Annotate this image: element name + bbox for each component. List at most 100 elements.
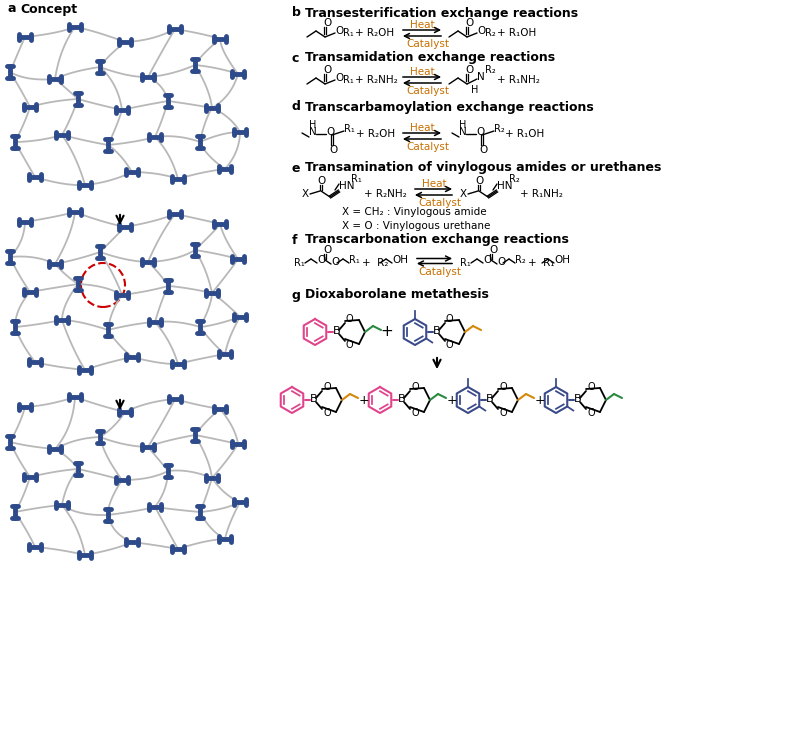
Text: H: H [309,120,316,130]
Text: OH: OH [392,255,408,265]
Text: O: O [323,245,332,255]
Text: +  R₂: + R₂ [362,258,388,268]
Text: N: N [477,72,485,82]
Text: R₁: R₁ [460,258,471,268]
Text: R₁: R₁ [349,255,360,265]
Text: Catalyst: Catalyst [418,198,461,208]
Text: O: O [335,73,344,83]
Text: O: O [446,314,453,324]
Text: +: + [359,394,369,406]
Text: O: O [317,176,325,186]
Text: Catalyst: Catalyst [406,142,449,152]
Text: B: B [310,394,318,404]
Text: X = O : Vinylogous urethane: X = O : Vinylogous urethane [342,221,490,231]
Text: B: B [486,394,493,404]
Text: HN: HN [339,181,355,191]
Text: N: N [309,127,316,137]
Text: +  R₁: + R₁ [528,258,554,268]
Text: B: B [333,326,340,336]
Text: O: O [587,408,594,418]
Text: N: N [459,127,467,137]
Text: B: B [574,394,582,404]
Text: O: O [483,255,491,265]
Text: O: O [346,340,353,350]
Text: R₂: R₂ [485,65,496,75]
Text: + R₂OH: + R₂OH [356,129,395,139]
Text: Transamidation exchange reactions: Transamidation exchange reactions [305,52,555,64]
Text: R₁: R₁ [343,75,354,85]
Text: O: O [499,408,506,418]
Text: Catalyst: Catalyst [418,267,461,277]
Text: O: O [587,382,594,392]
Text: Concept: Concept [20,2,77,16]
Text: f: f [292,233,297,247]
Text: O: O [317,255,325,265]
Text: Heat: Heat [410,67,435,77]
Text: R₁: R₁ [294,258,304,268]
Text: O: O [475,176,483,186]
Text: O: O [323,18,332,28]
Text: X: X [302,189,309,199]
Text: +: + [535,394,545,406]
Text: H: H [471,85,478,95]
Text: X: X [460,189,467,199]
Text: X = CH₂ : Vinylogous amide: X = CH₂ : Vinylogous amide [342,207,487,217]
Text: O: O [479,145,487,155]
Text: + R₂NH₂: + R₂NH₂ [364,189,407,199]
Text: b: b [292,7,301,20]
Text: O: O [329,145,337,155]
Text: O: O [323,65,332,75]
Text: g: g [292,289,301,302]
Text: HN: HN [497,181,513,191]
Text: +: + [447,394,457,406]
Text: Heat: Heat [422,179,447,189]
Text: O: O [411,382,419,392]
Text: O: O [326,127,334,137]
Text: Transcarbonation exchange reactions: Transcarbonation exchange reactions [305,233,569,247]
Text: O: O [346,314,353,324]
Text: Heat: Heat [410,20,435,30]
Text: Transamination of vinylogous amides or urethanes: Transamination of vinylogous amides or u… [305,161,662,175]
Text: O: O [323,382,331,392]
Text: O: O [446,340,453,350]
Text: Catalyst: Catalyst [406,39,449,49]
Text: R₂: R₂ [494,124,505,134]
Text: O: O [499,382,506,392]
Text: + R₁NH₂: + R₁NH₂ [520,189,563,199]
Text: B: B [398,394,406,404]
Text: O: O [497,257,505,267]
Text: a: a [8,2,17,16]
Text: B: B [433,326,441,336]
Text: O: O [465,65,473,75]
Text: Catalyst: Catalyst [406,86,449,96]
Text: O: O [331,257,340,267]
Text: Heat: Heat [410,123,435,133]
Text: Transesterification exchange reactions: Transesterification exchange reactions [305,7,578,20]
Text: OH: OH [554,255,570,265]
Text: H: H [459,120,466,130]
Text: + R₁OH: + R₁OH [505,129,544,139]
Text: O: O [489,245,497,255]
Text: d: d [292,100,301,113]
Text: O: O [465,18,473,28]
Text: R₁: R₁ [344,124,355,134]
Text: Transcarbamoylation exchange reactions: Transcarbamoylation exchange reactions [305,100,594,113]
Text: O: O [323,408,331,418]
Text: Dioxaborolane metathesis: Dioxaborolane metathesis [305,289,489,302]
Text: R₂: R₂ [485,28,496,38]
Text: + R₂NH₂: + R₂NH₂ [355,75,398,85]
Text: O: O [335,26,344,36]
Text: R₁: R₁ [351,174,362,184]
Text: +: + [380,325,393,340]
Text: O: O [477,26,485,36]
Text: R₂: R₂ [515,255,525,265]
Text: + R₂OH: + R₂OH [355,28,394,38]
Text: O: O [476,127,485,137]
Text: O: O [411,408,419,418]
Text: e: e [292,161,300,175]
Text: + R₁NH₂: + R₁NH₂ [497,75,540,85]
Text: R₂: R₂ [509,174,520,184]
Text: + R₁OH: + R₁OH [497,28,536,38]
Text: R₁: R₁ [343,28,354,38]
Text: c: c [292,52,300,64]
